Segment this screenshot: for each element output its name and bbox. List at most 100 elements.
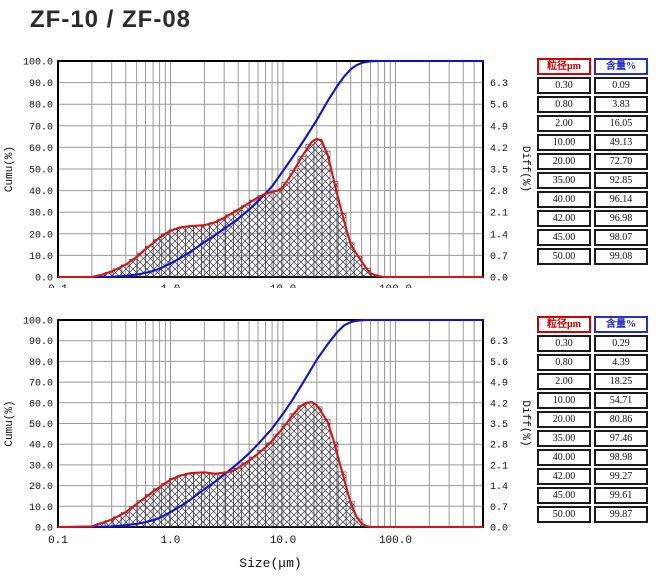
table-cell: 80.86 [594, 411, 648, 428]
table-cell: 2.00 [537, 115, 591, 132]
table-cell: 40.00 [537, 191, 591, 208]
table-cell: 92.85 [594, 172, 648, 189]
table-row: 45.00 98.07 [537, 229, 650, 246]
histogram-bar [177, 227, 186, 278]
table-row: 35.00 92.85 [537, 172, 650, 189]
x-axis-title: Size(μm) [239, 556, 301, 571]
y-right-tick-label: 0.0 [490, 274, 508, 285]
histogram-bar [297, 156, 307, 278]
x-tick-label: 10.0 [270, 284, 296, 288]
table-header-row: 粒径μm 含量% [537, 316, 650, 333]
histogram-bar [313, 138, 323, 278]
differential-curve [57, 401, 483, 529]
table-cell: 0.80 [537, 96, 591, 113]
table-cell: 40.00 [537, 449, 591, 466]
y-left-tick-label: 20.0 [29, 482, 53, 493]
y-right-tick-label: 2.1 [490, 209, 508, 220]
table-cell: 18.25 [594, 373, 648, 390]
x-tick-label: 1.0 [161, 535, 181, 547]
y-left-tick-label: 70.0 [29, 122, 53, 133]
table-cell: 50.00 [537, 506, 591, 523]
table-row: 0.30 0.09 [537, 77, 650, 94]
y-right-tick-label: 1.4 [490, 230, 508, 241]
y-left-tick-label: 0.0 [35, 524, 53, 535]
table-cell: 98.07 [594, 229, 648, 246]
table-cell: 97.46 [594, 430, 648, 447]
y-right-tick-label: 4.9 [490, 122, 508, 133]
table-row: 50.00 99.08 [537, 248, 650, 265]
histogram-bar [265, 192, 275, 278]
y-left-tick-label: 10.0 [29, 252, 53, 263]
table-cell: 50.00 [537, 248, 591, 265]
histogram-bar [201, 472, 210, 528]
y-right-tick-label: 4.9 [490, 379, 508, 390]
histogram-bar [233, 467, 242, 528]
particle-size-chart-bottom: 100.0 90.0 80.0 70.0 60.0 50.0 40.0 30.0 20.0 10.… [4, 317, 531, 572]
table-row: 40.00 98.98 [537, 449, 650, 466]
table-row: 2.00 16.05 [537, 115, 650, 132]
size-content-table-bottom: 粒径μm 含量% 0.30 0.29 0.80 4.39 2.00 18.25 10.00 54.… [537, 316, 650, 525]
y-left-tick-label: 20.0 [29, 230, 53, 241]
histogram-bar [297, 405, 307, 528]
y-right-tick-label: 0.7 [490, 503, 508, 514]
y-right-tick-label: 0.7 [490, 252, 508, 263]
histogram-bar [169, 229, 178, 278]
table-cell: 42.00 [537, 210, 591, 227]
table-header-content: 含量% [594, 316, 648, 333]
y-left-tick-label: 100.0 [23, 317, 53, 328]
table-header-content: 含量% [594, 58, 648, 75]
histogram-bar [161, 482, 170, 528]
y-left-tick-label: 70.0 [29, 379, 53, 390]
histogram-bar [249, 199, 258, 278]
y-right-tick-label: 2.8 [490, 187, 508, 198]
page-title: ZF-10 / ZF-08 [30, 6, 192, 33]
table-row: 42.00 99.27 [537, 468, 650, 485]
y-left-tick-label: 0.0 [35, 274, 53, 285]
y-left-tick-label: 80.0 [29, 101, 53, 112]
y-right-tick-label: 5.6 [490, 101, 508, 112]
y-right-tick-label: 3.5 [490, 166, 508, 177]
table-cell: 0.30 [537, 335, 591, 352]
histogram-bar [257, 450, 266, 528]
histogram-bar [201, 224, 210, 278]
y-left-tick-label: 50.0 [29, 166, 53, 177]
table-row: 20.00 80.86 [537, 411, 650, 428]
y-left-tick-label: 30.0 [29, 209, 53, 220]
y-right-tick-label: 5.6 [490, 358, 508, 369]
table-cell: 99.87 [594, 506, 648, 523]
y-left-tick-label: 40.0 [29, 187, 53, 198]
x-tick-label: 100.0 [379, 284, 412, 288]
table-header-row: 粒径μm 含量% [537, 58, 650, 75]
table-cell: 98.98 [594, 449, 648, 466]
table-cell: 45.00 [537, 487, 591, 504]
y-left-tick-label: 10.0 [29, 503, 53, 514]
table-row: 45.00 99.61 [537, 487, 650, 504]
y-right-tick-label: 1.4 [490, 482, 508, 493]
histogram-bar [289, 169, 299, 278]
y-left-tick-label: 30.0 [29, 461, 53, 472]
histogram-bar [153, 488, 162, 528]
histogram-bar [273, 190, 283, 278]
histogram-bar [193, 472, 202, 528]
histogram-bar [161, 233, 170, 278]
table-row: 42.00 96.98 [537, 210, 650, 227]
table-cell: 16.05 [594, 115, 648, 132]
histogram-bar [321, 150, 331, 278]
y-left-tick-label: 60.0 [29, 144, 53, 155]
histogram-bar [241, 462, 250, 528]
histogram-bar [217, 472, 226, 528]
x-tick-label: 0.1 [48, 284, 68, 288]
table-cell: 10.00 [537, 134, 591, 151]
table-cell: 54.71 [594, 392, 648, 409]
histogram-bar [177, 475, 186, 528]
y-right-tick-label: 0.0 [490, 524, 508, 535]
x-tick-label: 0.1 [48, 535, 68, 547]
table-row: 0.30 0.29 [537, 335, 650, 352]
y-left-axis-title: Cumu(%) [4, 146, 16, 192]
table-cell: 96.14 [594, 191, 648, 208]
table-cell: 3.83 [594, 96, 648, 113]
table-row: 20.00 72.70 [537, 153, 650, 170]
particle-size-chart-top: 100.0 90.0 80.0 70.0 60.0 50.0 40.0 30.0 20.0 10.… [4, 58, 531, 289]
size-content-table-top: 粒径μm 含量% 0.30 0.09 0.80 3.83 2.00 16.05 10.00 49.… [537, 58, 650, 267]
histogram-bar [249, 456, 258, 528]
